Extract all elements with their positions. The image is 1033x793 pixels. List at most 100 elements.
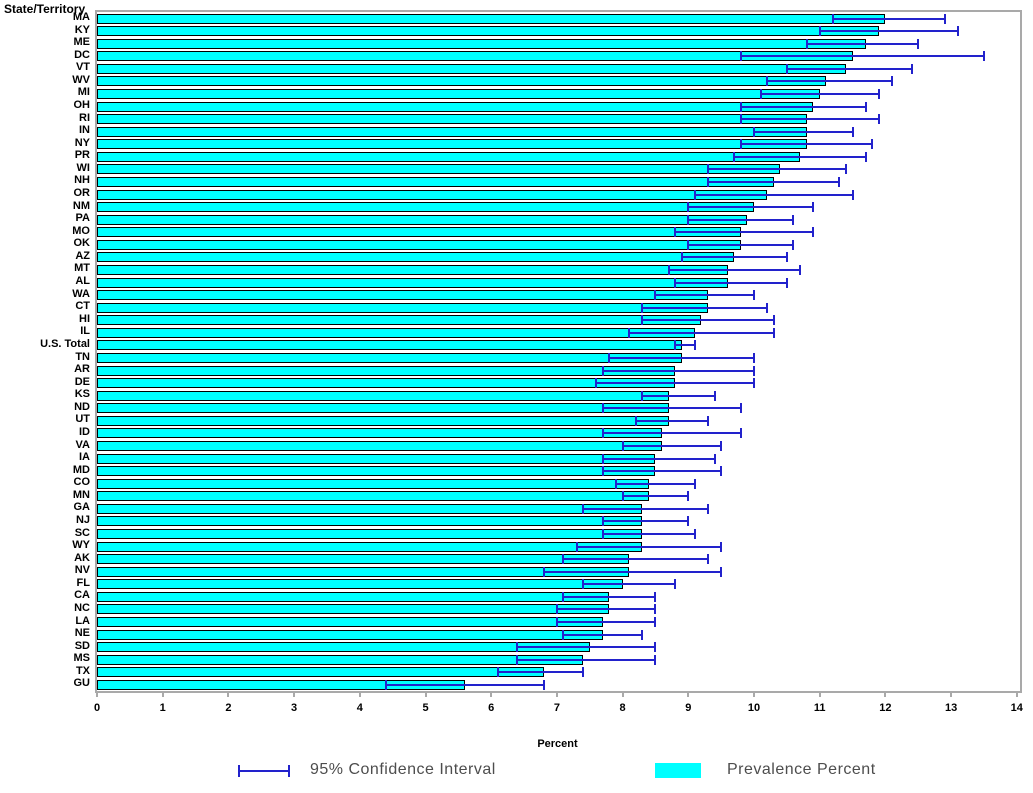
confidence-interval-high-cap bbox=[720, 441, 723, 452]
confidence-interval-low-cap bbox=[575, 541, 578, 552]
confidence-interval-low-cap bbox=[674, 277, 677, 288]
confidence-interval-low-cap bbox=[759, 88, 762, 99]
confidence-interval-line bbox=[675, 344, 695, 347]
prevalence-bar-SC bbox=[97, 529, 643, 540]
confidence-interval-high-cap bbox=[707, 415, 709, 426]
confidence-interval-line bbox=[675, 231, 814, 234]
y-axis-label-NY: NY bbox=[74, 136, 90, 149]
confidence-interval-high-cap bbox=[753, 353, 755, 363]
prevalence-bar-WI bbox=[97, 164, 781, 175]
x-axis-tick-label: 13 bbox=[944, 702, 958, 714]
confidence-interval-line bbox=[583, 507, 708, 510]
confidence-interval-low-cap bbox=[785, 63, 788, 74]
x-axis-tick-label: 14 bbox=[1010, 702, 1023, 714]
confidence-interval-line bbox=[740, 55, 984, 58]
prevalence-bar-PA bbox=[97, 214, 748, 225]
confidence-interval-high-cap bbox=[864, 151, 867, 162]
confidence-interval-low-cap bbox=[739, 51, 742, 62]
confidence-interval-low-cap bbox=[687, 202, 690, 213]
prevalence-bar-VA bbox=[97, 441, 663, 452]
confidence-interval-low-cap bbox=[621, 441, 624, 452]
y-axis-label-RI: RI bbox=[79, 111, 90, 124]
prevalence-bar-DE bbox=[97, 378, 676, 389]
confidence-interval-line bbox=[668, 268, 800, 271]
y-axis-label-UT: UT bbox=[75, 413, 90, 426]
confidence-interval-high-cap bbox=[943, 13, 946, 24]
confidence-interval-high-cap bbox=[687, 516, 690, 527]
confidence-interval-low-cap bbox=[831, 13, 834, 24]
x-axis-tick bbox=[96, 691, 98, 697]
confidence-interval-low-cap bbox=[601, 403, 604, 414]
confidence-interval-high-cap bbox=[654, 604, 657, 615]
prevalence-bar-TN bbox=[97, 353, 682, 363]
confidence-interval-high-cap bbox=[674, 579, 677, 590]
y-axis-label-NJ: NJ bbox=[75, 513, 90, 526]
confidence-interval-high-cap bbox=[956, 26, 959, 37]
confidence-interval-line bbox=[819, 30, 958, 33]
legend-bar-swatch-icon bbox=[655, 763, 701, 778]
prevalence-bar-NM bbox=[97, 202, 754, 213]
confidence-interval-low-cap bbox=[654, 290, 657, 301]
confidence-interval-high-cap bbox=[693, 478, 696, 489]
x-axis-title: Percent bbox=[537, 738, 578, 750]
confidence-interval-low-cap bbox=[753, 126, 755, 137]
confidence-interval-low-cap bbox=[733, 151, 736, 162]
confidence-interval-line bbox=[563, 595, 656, 598]
confidence-interval-line bbox=[642, 394, 715, 397]
x-axis-tick bbox=[884, 691, 887, 697]
confidence-interval-line bbox=[622, 445, 722, 448]
confidence-interval-low-cap bbox=[687, 214, 690, 225]
confidence-interval-high-cap bbox=[877, 88, 880, 99]
confidence-interval-line bbox=[740, 118, 879, 121]
y-axis-label-TN: TN bbox=[75, 350, 90, 363]
prevalence-bar-VT bbox=[97, 63, 846, 74]
confidence-interval-low-cap bbox=[693, 189, 696, 200]
confidence-interval-low-cap bbox=[601, 516, 604, 527]
prevalence-bar-UT bbox=[97, 415, 669, 426]
confidence-interval-line bbox=[602, 533, 695, 536]
prevalence-bar-MA bbox=[97, 13, 886, 24]
confidence-interval-low-cap bbox=[707, 164, 709, 175]
y-axis-label-FL: FL bbox=[76, 576, 90, 589]
confidence-interval-line bbox=[616, 482, 695, 485]
confidence-interval-line bbox=[563, 558, 708, 561]
confidence-interval-high-cap bbox=[753, 290, 755, 301]
x-axis-tick-label: 7 bbox=[553, 702, 560, 714]
prevalence-bar-OR bbox=[97, 189, 768, 200]
confidence-interval-high-cap bbox=[812, 227, 815, 238]
confidence-interval-high-cap bbox=[654, 654, 657, 665]
x-axis-tick bbox=[687, 691, 690, 697]
confidence-interval-high-cap bbox=[739, 403, 742, 414]
confidence-interval-high-cap bbox=[785, 252, 788, 263]
confidence-interval-low-cap bbox=[601, 466, 604, 477]
y-axis-label-MN: MN bbox=[72, 488, 90, 501]
x-axis-tick bbox=[293, 691, 296, 697]
y-axis-label-OR: OR bbox=[73, 187, 91, 200]
confidence-interval-low-cap bbox=[680, 252, 683, 263]
confidence-interval-low-cap bbox=[739, 101, 742, 112]
prevalence-bar-IL bbox=[97, 327, 695, 338]
confidence-interval-high-cap bbox=[910, 63, 913, 74]
confidence-interval-low-cap bbox=[687, 239, 690, 250]
confidence-interval-high-cap bbox=[654, 642, 657, 653]
confidence-interval-line bbox=[543, 570, 722, 573]
confidence-interval-high-cap bbox=[917, 38, 920, 49]
x-axis-tick-label: 11 bbox=[813, 702, 826, 714]
prevalence-bar-KS bbox=[97, 390, 669, 401]
confidence-interval-low-cap bbox=[385, 679, 388, 690]
confidence-interval-low-cap bbox=[674, 340, 677, 351]
x-axis-tick-label: 10 bbox=[747, 702, 761, 714]
y-axis-label-ID: ID bbox=[79, 425, 90, 438]
confidence-interval-line bbox=[497, 671, 584, 674]
confidence-interval-low-cap bbox=[818, 26, 821, 37]
confidence-interval-high-cap bbox=[753, 378, 755, 389]
y-axis-label-NM: NM bbox=[72, 199, 90, 212]
x-axis-tick-label: 5 bbox=[422, 702, 429, 714]
x-axis-tick bbox=[753, 691, 755, 697]
y-axis-label-MS: MS bbox=[73, 652, 91, 665]
confidence-interval-line bbox=[734, 155, 866, 158]
confidence-interval-high-cap bbox=[693, 340, 696, 351]
y-axis-label-SD: SD bbox=[74, 639, 90, 652]
confidence-interval-high-cap bbox=[792, 239, 795, 250]
prevalence-bar-IN bbox=[97, 126, 807, 137]
